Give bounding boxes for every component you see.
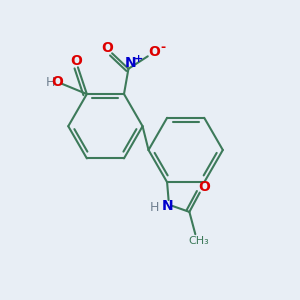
Text: N: N (161, 199, 173, 213)
Text: CH₃: CH₃ (188, 236, 209, 246)
Text: +: + (134, 54, 143, 64)
Text: N: N (125, 56, 136, 70)
Text: -: - (160, 41, 165, 54)
Text: O: O (198, 180, 210, 194)
Text: O: O (70, 54, 83, 68)
Text: O: O (51, 75, 63, 89)
Text: O: O (148, 45, 160, 59)
Text: H: H (46, 76, 55, 89)
Text: H: H (150, 201, 159, 214)
Text: O: O (101, 41, 113, 55)
